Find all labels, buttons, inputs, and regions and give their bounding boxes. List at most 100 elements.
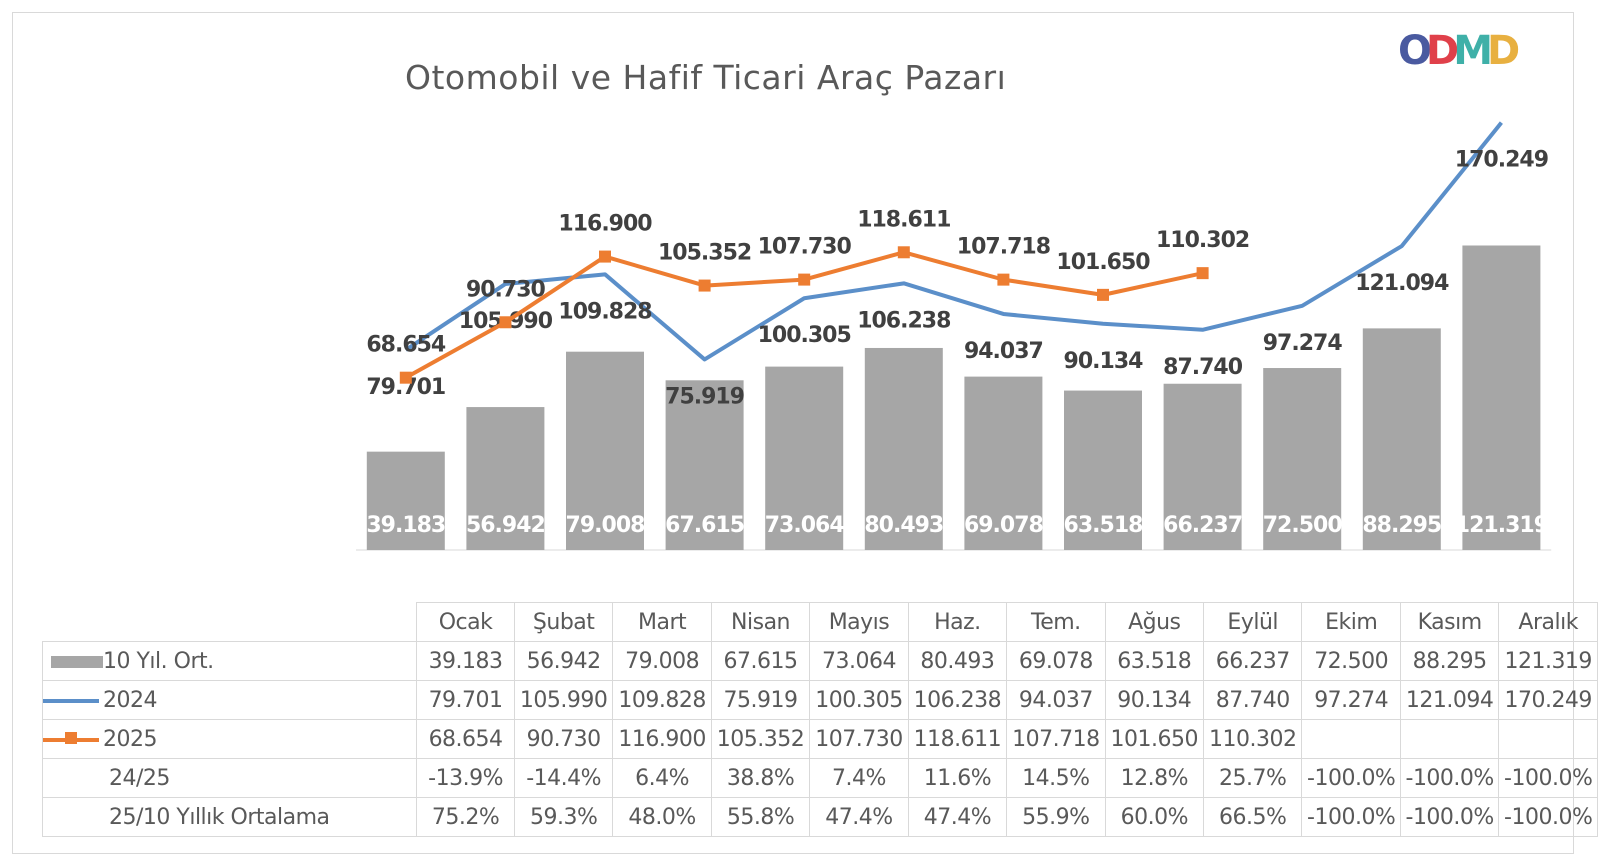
- data-table: Ocak Şubat Mart Nisan Mayıs Haz. Tem. Ağus Eylül…: [41, 602, 1598, 837]
- table-cell: 105.990: [513, 680, 614, 720]
- table-cell: 67.615: [710, 641, 811, 681]
- table-cell: 56.942: [513, 641, 614, 681]
- table-cell: [1498, 719, 1598, 759]
- bar-label: 67.615: [665, 513, 744, 538]
- table-cell: 110.302: [1202, 719, 1303, 759]
- chart-title: Otomobil ve Hafif Ticari Araç Pazarı: [405, 58, 1007, 97]
- data-label-2024: 109.828: [558, 299, 651, 324]
- bar-10yil-0: [366, 451, 445, 550]
- legend-cell: 2024: [41, 680, 418, 720]
- table-cell: 68.654: [416, 719, 515, 759]
- month-header: Ekim: [1301, 602, 1401, 642]
- legend-label: 10 Yıl. Ort.: [103, 648, 214, 674]
- data-label-2025: 107.718: [957, 235, 1050, 260]
- data-label-2024: 87.740: [1163, 355, 1243, 380]
- table-cell: 80.493: [907, 641, 1008, 681]
- table-cell: -100.0%: [1301, 758, 1401, 798]
- table-cell: 101.650: [1104, 719, 1205, 759]
- table-cell: 79.008: [612, 641, 712, 681]
- table-cell: 109.828: [612, 680, 712, 720]
- table-cell: -100.0%: [1301, 797, 1401, 837]
- table-row: 10 Yıl. Ort. 39.183 56.942 79.008 67.615 73.0…: [41, 641, 1598, 681]
- table-cell: 59.3%: [513, 797, 614, 837]
- legend-label: 2025: [103, 726, 158, 752]
- table-row: 25/10 Yıllık Ortalama 75.2% 59.3% 48.0% 55.8…: [41, 797, 1598, 837]
- bar-label: 73.064: [765, 513, 845, 538]
- legend-line-icon: [43, 695, 99, 707]
- table-header-row: Ocak Şubat Mart Nisan Mayıs Haz. Tem. Ağus Eylül…: [43, 602, 1598, 642]
- table-cell: 66.237: [1202, 641, 1303, 681]
- bar-label: 88.295: [1362, 513, 1441, 538]
- table-cell: [1399, 719, 1500, 759]
- bar-10yil-1: [466, 407, 545, 550]
- table-cell: 107.718: [1006, 719, 1106, 759]
- chart-frame: [12, 12, 1574, 854]
- data-label-2025: 90.730: [466, 277, 546, 302]
- bar-10yil-11: [1462, 245, 1541, 550]
- marker-2025-3: [698, 279, 711, 292]
- table-cell: 6.4%: [612, 758, 712, 798]
- bar-10yil-9: [1263, 368, 1342, 550]
- data-label-2025: 118.611: [857, 207, 950, 232]
- legend-label: 2024: [103, 687, 158, 713]
- table-cell: 75.2%: [416, 797, 515, 837]
- table-cell: 55.9%: [1006, 797, 1106, 837]
- month-header: Kasım: [1399, 602, 1500, 642]
- month-header: Mart: [612, 602, 712, 642]
- legend-cell: 2025: [41, 719, 418, 759]
- table-cell: -14.4%: [513, 758, 614, 798]
- data-label-2024: 121.094: [1355, 271, 1449, 296]
- table-cell: 106.238: [907, 680, 1008, 720]
- data-label-2025: 105.352: [658, 241, 751, 266]
- table-cell: 38.8%: [710, 758, 811, 798]
- table-cell: 69.078: [1006, 641, 1106, 681]
- table-cell: 79.701: [416, 680, 515, 720]
- table-cell: 48.0%: [612, 797, 712, 837]
- table-cell: 25.7%: [1202, 758, 1303, 798]
- table-row: 24/25 -13.9% -14.4% 6.4% 38.8% 7.4% 11.6% 14.5%…: [41, 758, 1598, 798]
- data-label-2025: 110.302: [1156, 228, 1249, 253]
- data-label-2025: 116.900: [558, 212, 652, 237]
- table-cell: 121.094: [1399, 680, 1500, 720]
- row-label: 25/10 Yıllık Ortalama: [41, 797, 418, 837]
- bar-10yil-2: [566, 351, 644, 550]
- bar-10yil-6: [964, 376, 1043, 550]
- table-cell: 60.0%: [1104, 797, 1205, 837]
- table-cell: 73.064: [809, 641, 909, 681]
- table-row: 2024 79.701 105.990 109.828 75.919 100.305 106…: [41, 680, 1598, 720]
- legend-cell: 10 Yıl. Ort.: [41, 641, 418, 681]
- bar-label: 79.008: [566, 513, 645, 538]
- marker-2025-7: [1097, 288, 1109, 301]
- marker-2025-8: [1196, 267, 1209, 280]
- table-cell: 47.4%: [907, 797, 1008, 837]
- marker-2025-4: [798, 273, 811, 286]
- month-header: Mayıs: [809, 602, 909, 642]
- legend-bar-icon: [43, 655, 103, 668]
- data-label-2024: 170.249: [1455, 148, 1548, 173]
- row-label: 24/25: [41, 758, 418, 798]
- table-cell: -100.0%: [1498, 797, 1598, 837]
- table-cell: 116.900: [612, 719, 712, 759]
- table-cell: 63.518: [1104, 641, 1205, 681]
- table-cell: 55.8%: [710, 797, 811, 837]
- bar-10yil-5: [864, 347, 943, 550]
- data-label-2024: 106.238: [857, 308, 950, 333]
- month-header: Ağus: [1104, 602, 1205, 642]
- table-cell: -13.9%: [416, 758, 515, 798]
- bar-label: 63.518: [1064, 513, 1143, 538]
- bar-label: 56.942: [466, 513, 545, 538]
- table-cell: 12.8%: [1104, 758, 1205, 798]
- data-label-2024: 100.305: [758, 323, 851, 348]
- bar-10yil-4: [765, 366, 844, 550]
- marker-2025-6: [997, 273, 1010, 286]
- table-cell: 75.919: [710, 680, 811, 720]
- data-label-2024: 94.037: [964, 339, 1043, 364]
- marker-2025-5: [897, 246, 910, 259]
- data-label-2025: 101.650: [1056, 250, 1150, 275]
- table-cell: 90.134: [1104, 680, 1205, 720]
- data-label-2024: 90.134: [1064, 349, 1144, 374]
- marker-2025-2: [599, 250, 611, 263]
- table-cell: 11.6%: [907, 758, 1008, 798]
